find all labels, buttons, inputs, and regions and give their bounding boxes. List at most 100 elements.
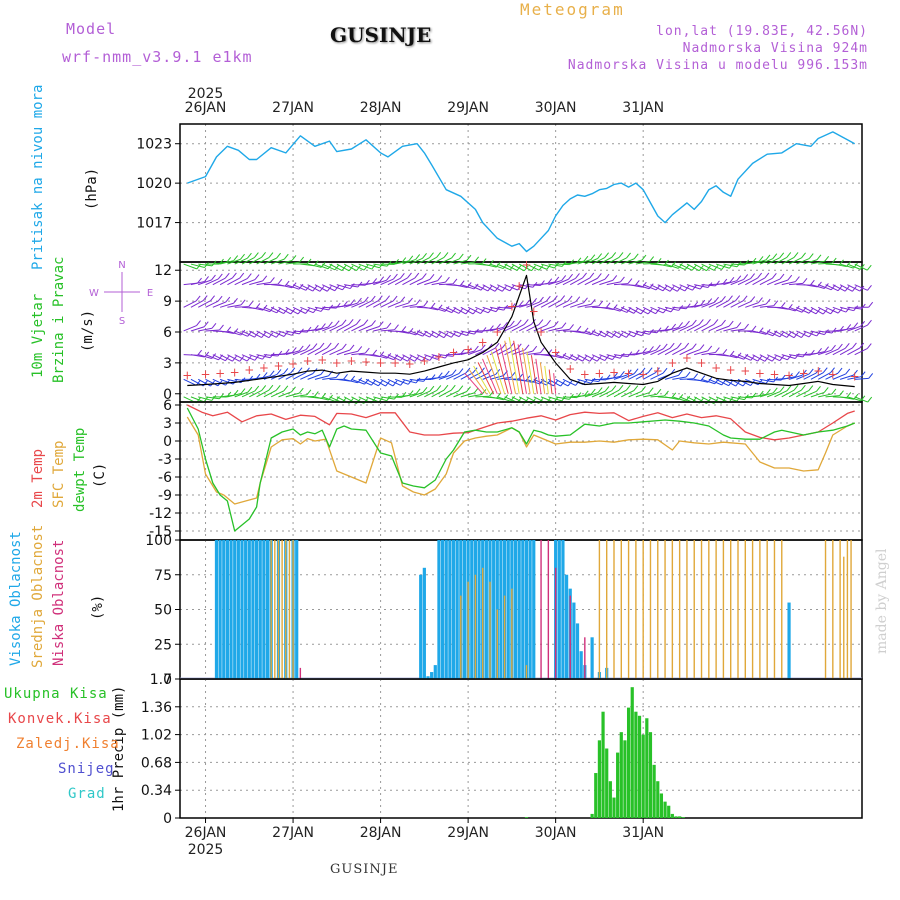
wind-barb-flag xyxy=(408,297,413,304)
top-day-label: 26JAN xyxy=(185,100,227,116)
y-tick-label: 1.7 xyxy=(150,672,172,688)
wind-gust-marker: + xyxy=(390,356,400,370)
wind-barb xyxy=(737,278,751,286)
wind-barb xyxy=(329,348,343,356)
y-tick-label: 6 xyxy=(163,325,172,341)
wind-barb-flag xyxy=(583,297,588,304)
wind-barb-flag xyxy=(334,320,340,327)
wind-barb-flag xyxy=(429,355,435,361)
wind-barb-flag xyxy=(306,258,312,265)
wind-barb-flag xyxy=(611,252,617,258)
wind-barb-flag xyxy=(275,331,281,338)
wind-barb xyxy=(533,324,547,332)
wind-barb xyxy=(737,354,751,361)
wind-barb xyxy=(205,329,220,332)
wind-barb-flag xyxy=(802,278,808,284)
wind-gust-marker: + xyxy=(740,364,750,378)
wind-barb xyxy=(723,263,738,268)
wind-barb-flag xyxy=(306,389,312,396)
cloud-bar xyxy=(222,540,226,679)
wind-barb-flag xyxy=(480,344,486,351)
wind-barb-flag xyxy=(291,255,297,261)
wind-barb-flag xyxy=(415,254,421,260)
wind-barb-flag xyxy=(503,321,508,328)
wind-barb-flag xyxy=(656,327,662,334)
wind-barb xyxy=(664,396,679,400)
wind-barb-flag xyxy=(313,391,319,397)
wind-barb-flag xyxy=(729,350,735,357)
top-day-label: 29JAN xyxy=(447,100,489,116)
top-day-label: 31JAN xyxy=(622,100,664,116)
wind-barb xyxy=(438,306,453,314)
wind-gust-marker: + xyxy=(726,363,736,377)
wind-barb xyxy=(657,306,672,313)
lonlat-info: lon,lat (19.83E, 42.56N) xyxy=(656,24,868,39)
wind-gust-marker: + xyxy=(332,356,342,370)
cloud-bar xyxy=(751,540,754,679)
wind-gust-marker: + xyxy=(828,367,838,381)
wind-barb xyxy=(555,378,569,387)
cloud-bar xyxy=(489,581,491,679)
wind-barb xyxy=(424,306,439,311)
wind-barb xyxy=(489,284,503,292)
wind-barb xyxy=(227,330,241,336)
wind-barb-flag xyxy=(656,388,662,395)
wind-barb-flag xyxy=(817,281,822,288)
precip-bar xyxy=(645,718,649,818)
wind-barb xyxy=(446,373,460,380)
cloud-bar xyxy=(251,540,255,679)
panel-frame xyxy=(179,123,863,263)
cloud-bar xyxy=(686,540,688,679)
wind-barb-flag xyxy=(853,322,859,329)
wind-barb xyxy=(395,330,410,334)
wind-barb xyxy=(606,389,620,398)
wind-gust-marker: + xyxy=(784,368,794,382)
wind-barb-flag xyxy=(860,371,866,377)
wind-barb xyxy=(198,396,212,401)
wind-barb-flag xyxy=(547,349,553,355)
wind-barb-flag xyxy=(254,252,259,258)
wind-barb-flag xyxy=(386,274,391,281)
cloud-bar xyxy=(524,540,529,679)
wind-barb xyxy=(446,390,460,398)
wind-barb-flag xyxy=(743,274,749,280)
wind-barb-flag xyxy=(597,253,603,259)
cloud-bar xyxy=(579,651,583,679)
cloud-bar xyxy=(606,540,608,679)
wind-barb-storm xyxy=(477,362,495,394)
wind-barb-flag xyxy=(859,342,865,349)
wind-barb-flag xyxy=(867,319,872,326)
wind-barb xyxy=(555,396,570,400)
wind-barb-flag xyxy=(801,332,806,338)
wind-barb-flag xyxy=(771,355,777,362)
wind-barb xyxy=(263,257,277,265)
wind-barb-flag xyxy=(363,319,369,325)
cloud-bar xyxy=(547,540,550,679)
wind-barb-flag xyxy=(779,386,785,392)
wind-barb-flag xyxy=(481,258,487,264)
wind-barb-flag xyxy=(305,367,310,374)
wind-barb xyxy=(679,284,693,291)
wind-barb xyxy=(745,260,760,265)
wind-barb xyxy=(380,378,394,387)
wind-barb xyxy=(270,390,285,398)
wind-barb-flag xyxy=(575,273,580,279)
wind-barb xyxy=(810,351,825,356)
wind-barb-flag xyxy=(211,274,216,281)
wind-barb-flag xyxy=(582,272,587,279)
wind-barb-flag xyxy=(837,367,843,374)
cloud-bar xyxy=(642,540,644,679)
wind-barb-flag xyxy=(735,295,741,301)
precip-bar xyxy=(663,801,667,818)
cloud-bar xyxy=(503,595,506,679)
wind-barb xyxy=(365,263,380,269)
wind-barb-flag xyxy=(291,347,297,353)
wind-barb xyxy=(278,284,293,289)
wind-barb xyxy=(322,377,337,380)
wind-barb xyxy=(657,263,672,268)
wind-barb xyxy=(767,378,782,381)
wind-barb-flag xyxy=(713,264,719,271)
wind-barb-storm xyxy=(504,340,517,394)
wind-barb-flag xyxy=(545,295,551,302)
wind-barb-flag xyxy=(787,303,793,310)
